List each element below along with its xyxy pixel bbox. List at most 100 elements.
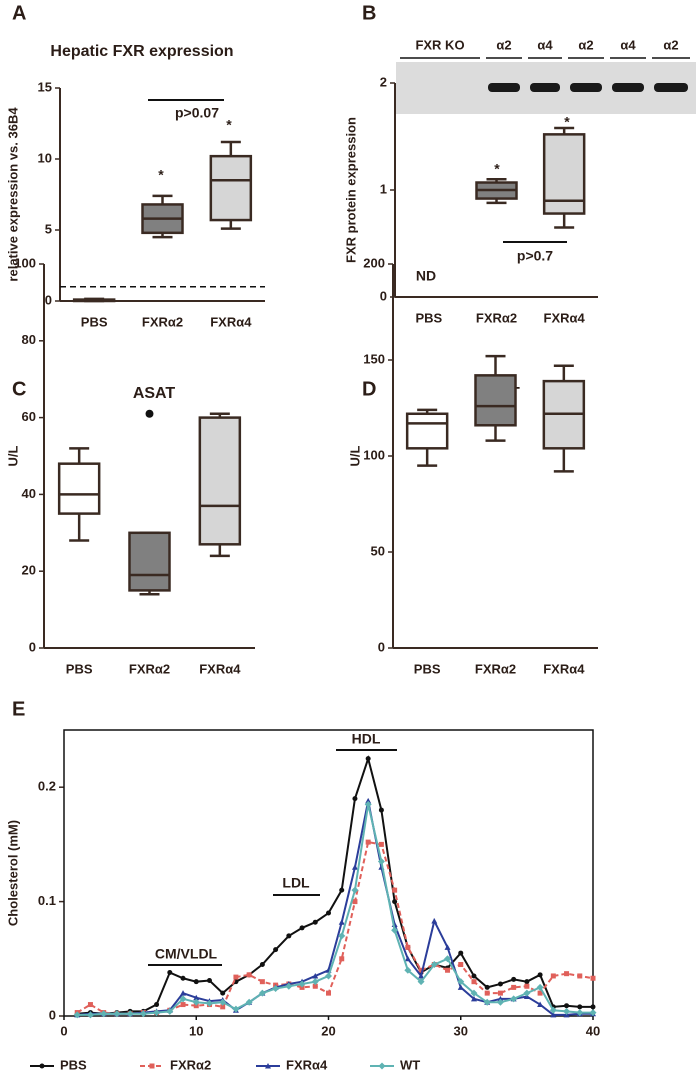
y-tick-label: 1 [380, 181, 387, 196]
marker [524, 983, 530, 989]
marker [272, 985, 280, 993]
marker [418, 972, 425, 979]
y-tick-label: 80 [22, 332, 36, 347]
marker [193, 979, 199, 985]
marker [179, 995, 187, 1003]
marker [377, 858, 385, 866]
marker [258, 989, 266, 997]
blot-band [654, 83, 688, 92]
x-tick-label: FXRα2 [142, 314, 183, 329]
y-tick-label: 0 [378, 639, 385, 654]
y-tick-label: 10 [38, 150, 52, 165]
y-axis-label: FXR protein expression [343, 117, 358, 263]
marker [149, 1063, 155, 1069]
marker [470, 995, 477, 1002]
y-axis-label: Cholesterol (mM) [5, 820, 20, 926]
legend-label: PBS [60, 1057, 87, 1072]
marker [564, 1003, 570, 1009]
lane-label: α2 [496, 37, 511, 52]
annotation: p>0.7 [517, 248, 553, 264]
x-tick-label: FXRα2 [129, 661, 170, 676]
marker [166, 1007, 174, 1015]
panel-letter: C [12, 378, 26, 400]
annotation: * [226, 117, 232, 133]
lane-label: α4 [537, 37, 553, 52]
box [405, 412, 449, 450]
marker [273, 947, 279, 953]
marker [86, 1011, 94, 1019]
panel-letter: A [12, 2, 26, 24]
marker [265, 1063, 271, 1069]
x-tick-label: FXRα2 [476, 310, 517, 325]
marker [444, 955, 452, 963]
marker [564, 971, 570, 977]
marker [352, 899, 358, 905]
marker [364, 800, 372, 808]
marker [193, 994, 200, 1001]
chart-title: Hepatic FXR expression [50, 43, 233, 60]
marker [497, 981, 503, 987]
panel-letter: D [362, 378, 376, 400]
marker [483, 998, 491, 1006]
marker [365, 839, 371, 845]
marker [576, 1009, 584, 1017]
marker [180, 1002, 186, 1008]
marker [298, 980, 306, 988]
marker [338, 919, 345, 925]
blot-band [570, 83, 602, 92]
marker [537, 1001, 544, 1008]
marker [511, 984, 517, 990]
x-tick-label: PBS [414, 661, 441, 676]
marker [378, 841, 384, 847]
outlier [145, 409, 154, 418]
legend-label: FXRα4 [286, 1057, 328, 1072]
y-tick-label: 2 [380, 74, 387, 89]
lane-label: α2 [663, 37, 678, 52]
marker [259, 962, 265, 968]
marker [550, 973, 556, 979]
marker [457, 978, 465, 986]
blot-band [612, 83, 644, 92]
lane-label: FXR KO [415, 37, 464, 52]
lane-label: α4 [620, 37, 636, 52]
x-tick-label: PBS [66, 661, 93, 676]
x-tick-label: FXRα4 [199, 661, 241, 676]
y-tick-label: 40 [22, 486, 36, 501]
y-tick-label: 0 [45, 292, 52, 307]
marker [418, 967, 424, 973]
marker [484, 990, 490, 996]
marker [430, 961, 438, 969]
y-tick-label: 0 [49, 1007, 56, 1022]
annotation: * [158, 167, 164, 183]
annotation: LDL [282, 875, 310, 891]
marker [245, 998, 253, 1006]
marker [220, 990, 226, 996]
marker [378, 1062, 386, 1070]
blot-band [530, 83, 560, 92]
marker [339, 956, 345, 962]
marker [496, 998, 504, 1006]
lane-label: α2 [578, 37, 593, 52]
marker [180, 975, 186, 981]
x-tick-label: 40 [586, 1023, 600, 1038]
marker [392, 887, 398, 893]
y-tick-label: 100 [14, 255, 36, 270]
marker [537, 990, 543, 996]
marker [100, 1010, 108, 1018]
marker [404, 955, 411, 962]
y-axis-label: U/L [5, 445, 20, 466]
marker [458, 950, 464, 956]
marker [312, 983, 318, 989]
marker [378, 807, 384, 813]
marker [457, 984, 464, 990]
marker [126, 1010, 134, 1018]
marker [470, 989, 478, 997]
marker [113, 1010, 121, 1018]
y-axis-label: relative expression vs. 36B4 [5, 107, 20, 282]
annotation: HDL [352, 731, 381, 747]
marker [471, 973, 477, 979]
marker [523, 989, 531, 997]
legend-label: WT [400, 1057, 420, 1072]
marker [510, 995, 518, 1003]
marker [550, 1011, 557, 1018]
